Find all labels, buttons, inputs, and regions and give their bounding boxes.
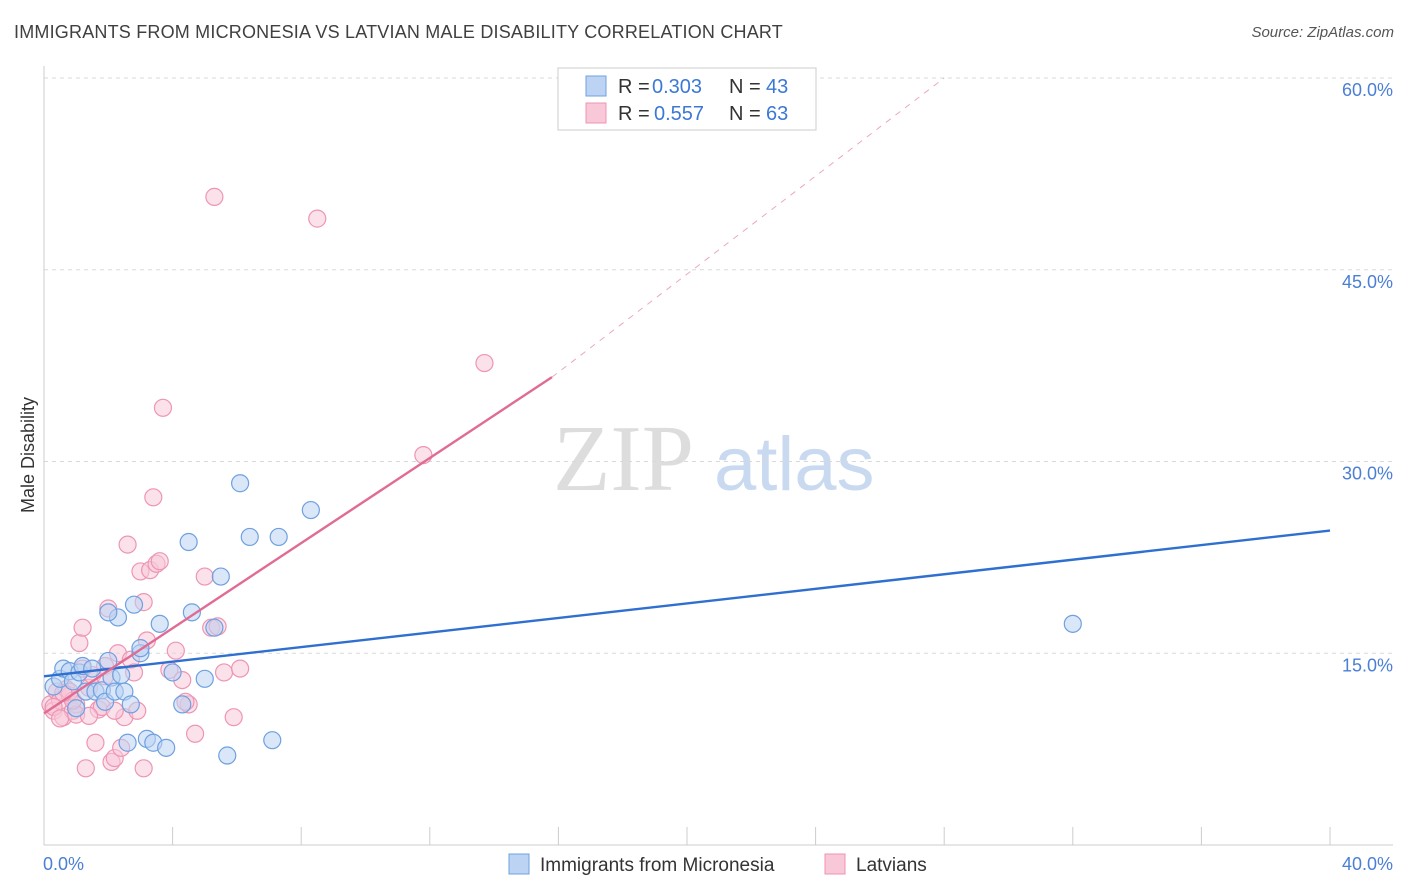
data-point	[205, 618, 224, 637]
source-label: Source: ZipAtlas.com	[1251, 24, 1394, 41]
legend: R = 0.303 N = 43 R = 0.557 N = 63	[557, 67, 817, 131]
data-point	[124, 595, 144, 614]
legend-n-label-2: N =	[729, 103, 761, 125]
legend-swatch-latvians	[585, 102, 607, 124]
data-point	[83, 659, 102, 678]
watermark-zip: ZIP	[553, 407, 694, 511]
data-point	[308, 209, 327, 228]
data-point	[182, 603, 201, 622]
data-point	[67, 699, 86, 718]
data-point	[150, 614, 169, 633]
chart-title: IMMIGRANTS FROM MICRONESIA VS LATVIAN MA…	[14, 22, 783, 42]
trend-line-micronesia	[43, 529, 1331, 678]
watermark-atlas: atlas	[714, 422, 875, 507]
data-point	[86, 733, 105, 752]
legend-r-value-1: 0.303	[652, 76, 702, 98]
data-point	[263, 731, 282, 750]
series-legend-label-latvians: Latvians	[856, 855, 927, 876]
data-point	[231, 474, 250, 493]
data-point	[269, 527, 288, 547]
y-tick-label: 60.0%	[1342, 80, 1393, 100]
legend-n-label-1: N =	[729, 76, 761, 98]
y-axis-title: Male Disability	[18, 397, 38, 513]
data-point	[231, 659, 250, 678]
trend-line-extension	[551, 77, 945, 378]
data-point	[99, 603, 118, 622]
data-point	[150, 552, 169, 571]
data-point	[1063, 614, 1082, 633]
data-point	[157, 738, 176, 757]
series-legend: Immigrants from Micronesia Latvians	[508, 853, 927, 876]
data-point	[205, 187, 224, 206]
axes	[43, 66, 1393, 846]
y-tick-label: 15.0%	[1342, 655, 1393, 675]
data-point	[214, 663, 234, 682]
series-legend-label-micronesia: Immigrants from Micronesia	[540, 855, 775, 876]
trend-line-latvians	[43, 376, 553, 715]
series-micronesia	[44, 474, 1082, 765]
data-point	[195, 567, 214, 586]
data-point	[186, 724, 205, 743]
data-point	[153, 398, 173, 417]
series-legend-swatch-latvians	[824, 853, 846, 875]
y-tick-label: 30.0%	[1342, 464, 1393, 484]
data-point	[301, 500, 320, 520]
data-point	[224, 708, 243, 727]
legend-r-label-2: R =	[618, 103, 650, 125]
legend-swatch-micronesia	[585, 75, 607, 97]
trend-lines	[43, 77, 1331, 715]
data-point	[195, 669, 214, 688]
gridlines	[44, 77, 1393, 654]
data-point	[211, 567, 230, 586]
watermark: ZIP atlas	[553, 407, 875, 511]
data-point	[70, 633, 89, 653]
data-point	[173, 695, 192, 714]
data-point	[166, 641, 185, 660]
data-point	[179, 532, 198, 552]
data-point	[163, 663, 182, 682]
legend-r-value-2: 0.557	[654, 103, 704, 125]
data-point	[144, 488, 163, 507]
legend-n-value-1: 43	[766, 76, 788, 98]
data-point	[73, 618, 92, 637]
data-point	[50, 709, 70, 728]
legend-n-value-2: 63	[766, 103, 788, 125]
y-tick-labels: 15.0% 30.0% 45.0% 60.0%	[1342, 80, 1393, 675]
data-point	[121, 695, 140, 714]
y-tick-label: 45.0%	[1342, 272, 1393, 292]
data-point	[475, 353, 494, 373]
data-point	[218, 746, 237, 765]
data-point	[118, 733, 137, 752]
data-point	[134, 759, 153, 778]
x-tick-label-min: 0.0%	[43, 854, 84, 874]
series-legend-swatch-micronesia	[508, 853, 530, 875]
x-tick-label-max: 40.0%	[1342, 854, 1393, 874]
data-point	[240, 527, 259, 547]
legend-r-label-1: R =	[618, 76, 650, 98]
data-point	[118, 535, 137, 554]
data-point	[76, 759, 95, 778]
